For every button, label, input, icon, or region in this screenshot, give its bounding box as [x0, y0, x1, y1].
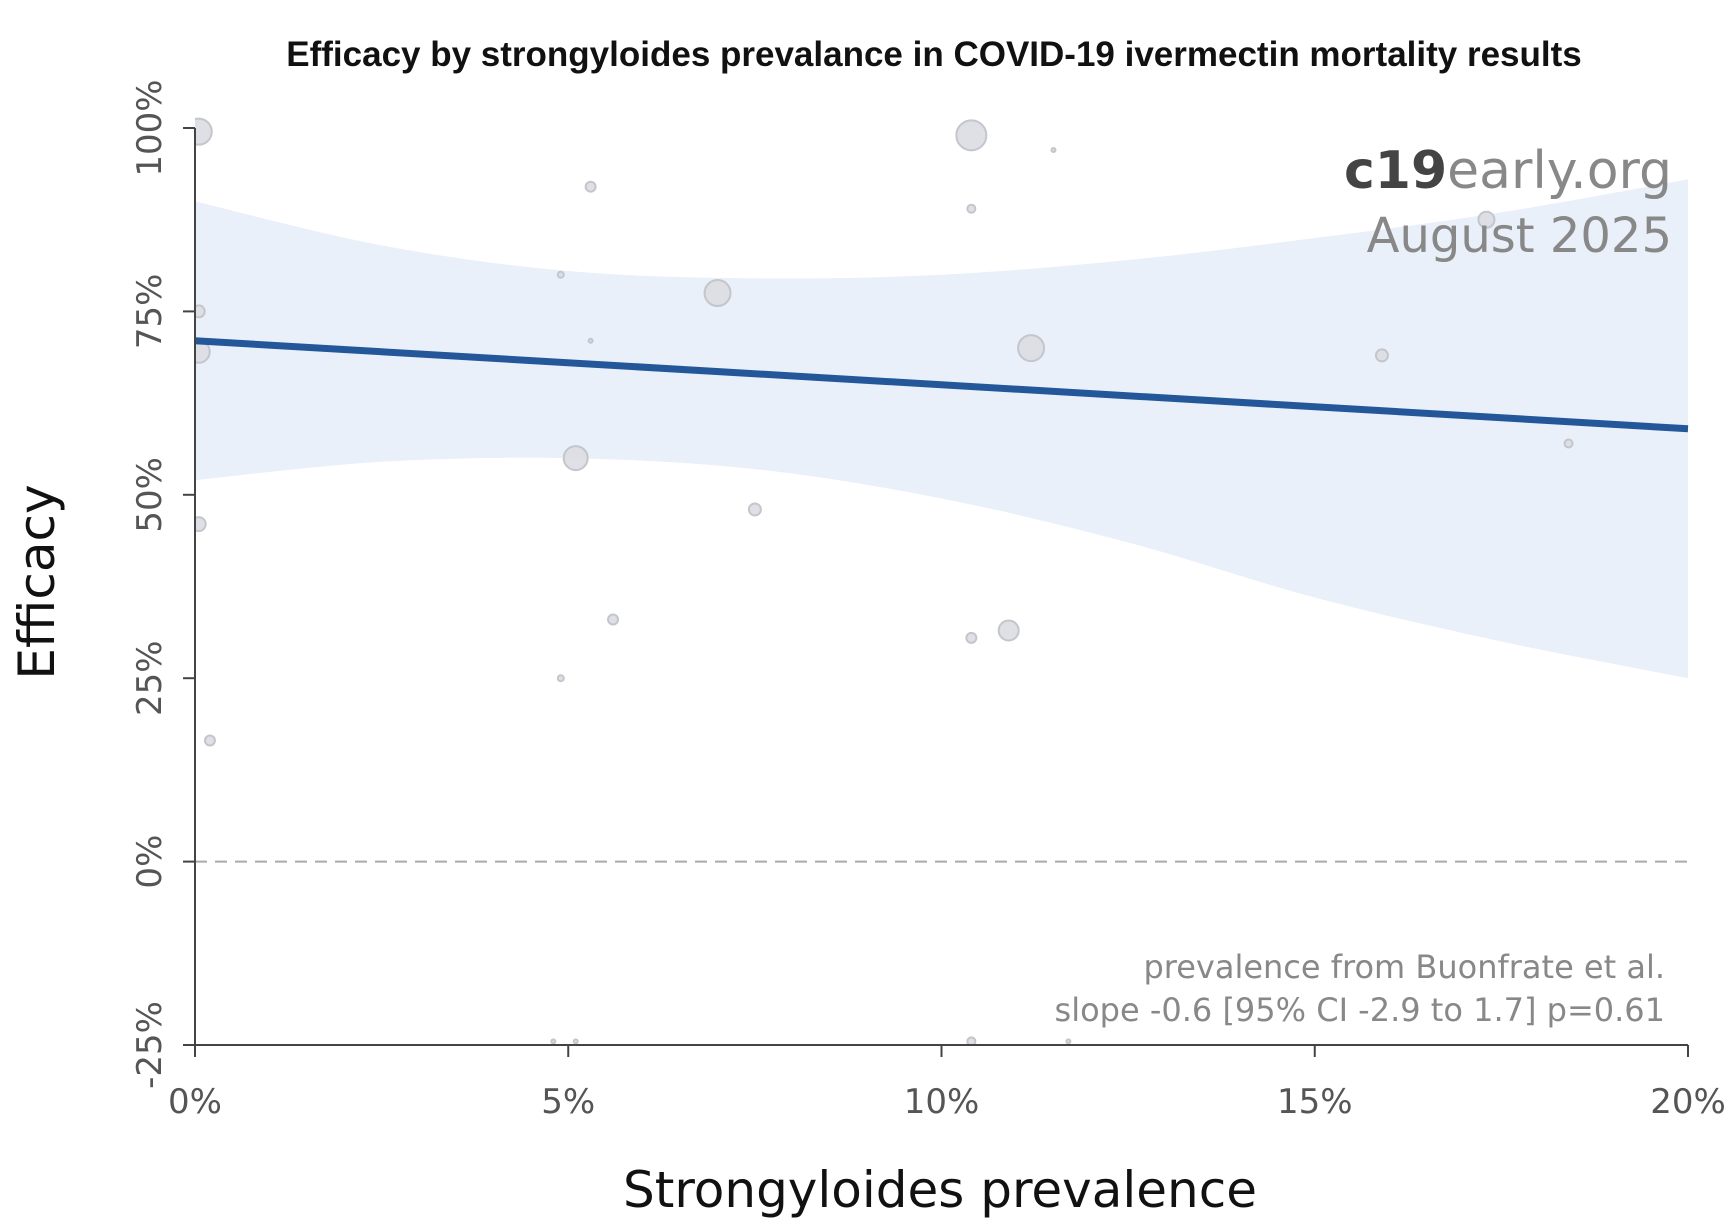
data-point [1563, 438, 1574, 449]
chart-title: Efficacy by strongyloides prevalance in … [286, 35, 1581, 74]
x-tick-label: 15% [1277, 1082, 1353, 1122]
data-point [587, 337, 594, 344]
y-tick-label: -25% [130, 1001, 170, 1089]
data-point [966, 203, 977, 214]
brand-bold-text: c19 [1344, 141, 1447, 201]
y-tick-label: 50% [130, 457, 170, 533]
annotation-slope: slope -0.6 [95% CI -2.9 to 1.7] p=0.61 [1055, 991, 1665, 1029]
regression-line-layer [194, 337, 1689, 433]
confidence-band-layer [195, 179, 1688, 679]
data-point [703, 279, 732, 308]
data-point [965, 631, 978, 644]
data-points-layer [195, 117, 1574, 1045]
data-point [1065, 1038, 1072, 1045]
data-points [195, 117, 1574, 1045]
axes-layer: 0% 5% 10% 15% 20%-25%0%25%50%75%100% [130, 79, 1726, 1122]
y-axis-title: Efficacy [8, 484, 66, 679]
data-point [195, 304, 206, 319]
data-point [955, 119, 988, 152]
data-point [556, 674, 565, 683]
data-point [195, 117, 213, 146]
brand-watermark: c19early.org [1344, 141, 1672, 201]
data-point [607, 613, 620, 626]
brand-light-text: early [1447, 141, 1577, 201]
data-point [997, 619, 1020, 642]
data-point [747, 502, 762, 517]
data-point [1374, 348, 1389, 363]
x-axis-title: Strongyloides prevalence [623, 1161, 1257, 1219]
x-tick-label: 5% [541, 1082, 595, 1122]
data-point [584, 180, 597, 193]
y-tick-label: 100% [130, 79, 170, 176]
x-tick-label: 20% [1650, 1082, 1726, 1122]
regression-line [194, 337, 1689, 433]
watermark-date: August 2025 [1367, 208, 1672, 264]
y-tick-label: 75% [130, 274, 170, 350]
data-point [1477, 210, 1496, 229]
confidence-band [195, 179, 1688, 679]
y-tick-label: 0% [130, 835, 170, 889]
data-point [562, 445, 589, 472]
x-tick-label: 10% [904, 1082, 980, 1122]
brand-tld-text: .org [1570, 141, 1672, 201]
data-point [195, 516, 207, 533]
data-point [550, 1038, 557, 1045]
data-point [556, 270, 565, 279]
data-point [572, 1038, 579, 1045]
x-tick-label: 0% [168, 1082, 222, 1122]
y-tick-label: 25% [130, 640, 170, 716]
annotation-prevalence-source: prevalence from Buonfrate et al. [1143, 948, 1665, 986]
data-point [966, 1036, 977, 1045]
data-point [203, 734, 216, 747]
data-point [1017, 334, 1046, 363]
data-point [1050, 147, 1057, 154]
